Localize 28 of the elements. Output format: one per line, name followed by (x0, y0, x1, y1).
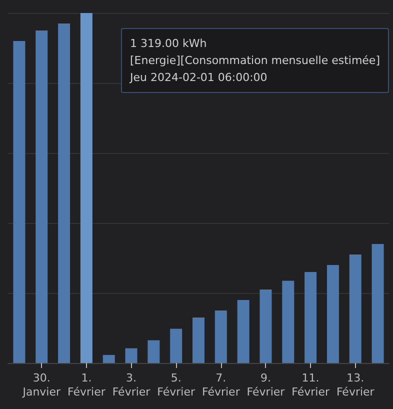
bar (192, 318, 204, 363)
annotation: 1 319.00 kWh (130, 36, 208, 52)
x-tick-label: 7. Février (202, 372, 240, 398)
bar (237, 300, 250, 363)
bar (80, 13, 92, 363)
x-tick-label: 3. Février (112, 372, 151, 398)
bar (326, 265, 339, 363)
annotation: [Energie][Consommation mensuelle estimée] (130, 53, 380, 69)
x-tick-label: 9. Février (246, 372, 286, 398)
bar (282, 280, 294, 363)
bar (148, 340, 160, 363)
x-tick-label: 11. Février (292, 372, 330, 398)
bar (102, 354, 115, 363)
bar (170, 328, 182, 363)
x-tick-label: 1. Février (68, 372, 106, 398)
bar (260, 290, 272, 363)
bar (36, 30, 48, 363)
bar (13, 41, 26, 363)
bar (304, 272, 317, 363)
bar (349, 254, 362, 363)
x-tick-label: 30. Janvier (22, 372, 61, 398)
bar (58, 24, 70, 363)
annotation: Jeu 2024-02-01 06:00:00 (130, 70, 268, 86)
bar (214, 310, 227, 363)
x-tick-label: 13. Février (336, 372, 375, 398)
bar (372, 244, 384, 363)
x-tick-label: 5. Février (157, 372, 196, 398)
bar (125, 348, 138, 363)
